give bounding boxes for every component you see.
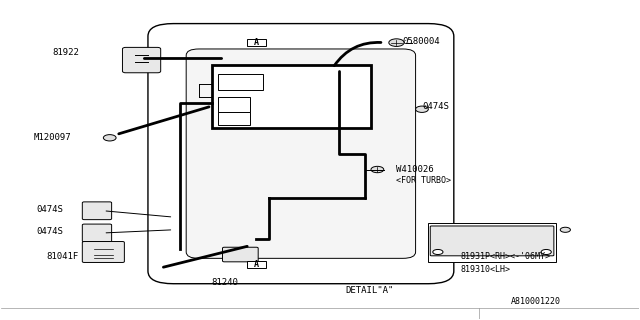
Text: 81922: 81922 bbox=[52, 48, 79, 57]
Circle shape bbox=[541, 250, 551, 254]
Text: 81931P<RH><-'06MY>: 81931P<RH><-'06MY> bbox=[460, 252, 550, 261]
FancyBboxPatch shape bbox=[223, 247, 258, 262]
Bar bbox=[218, 74, 262, 90]
Bar bbox=[218, 112, 250, 125]
FancyBboxPatch shape bbox=[122, 47, 161, 73]
Text: 81240: 81240 bbox=[212, 278, 239, 287]
Text: 0474S: 0474S bbox=[422, 101, 449, 111]
Circle shape bbox=[371, 166, 384, 173]
Text: A810001220: A810001220 bbox=[511, 297, 561, 306]
FancyBboxPatch shape bbox=[83, 202, 111, 220]
Text: A: A bbox=[254, 260, 259, 269]
Circle shape bbox=[415, 106, 428, 112]
Text: W410026: W410026 bbox=[396, 165, 434, 174]
Bar bbox=[218, 97, 250, 112]
Circle shape bbox=[433, 250, 443, 254]
FancyBboxPatch shape bbox=[430, 226, 554, 256]
FancyBboxPatch shape bbox=[83, 242, 124, 262]
Circle shape bbox=[560, 227, 570, 232]
Text: DETAIL"A": DETAIL"A" bbox=[346, 285, 394, 295]
FancyBboxPatch shape bbox=[186, 49, 415, 258]
Bar bbox=[246, 39, 266, 46]
Bar bbox=[212, 65, 371, 128]
Bar bbox=[246, 261, 266, 268]
FancyBboxPatch shape bbox=[83, 224, 111, 242]
Text: <FOR TURBO>: <FOR TURBO> bbox=[396, 176, 451, 185]
Text: A: A bbox=[254, 38, 259, 47]
Text: M120097: M120097 bbox=[33, 133, 71, 142]
Circle shape bbox=[103, 135, 116, 141]
Circle shape bbox=[389, 39, 404, 46]
Text: 0474S: 0474S bbox=[36, 205, 63, 214]
Text: 0474S: 0474S bbox=[36, 227, 63, 236]
Text: 0580004: 0580004 bbox=[403, 36, 440, 45]
Text: 819310<LH>: 819310<LH> bbox=[460, 265, 510, 274]
Text: 81041F: 81041F bbox=[46, 252, 78, 261]
Bar bbox=[428, 223, 556, 261]
